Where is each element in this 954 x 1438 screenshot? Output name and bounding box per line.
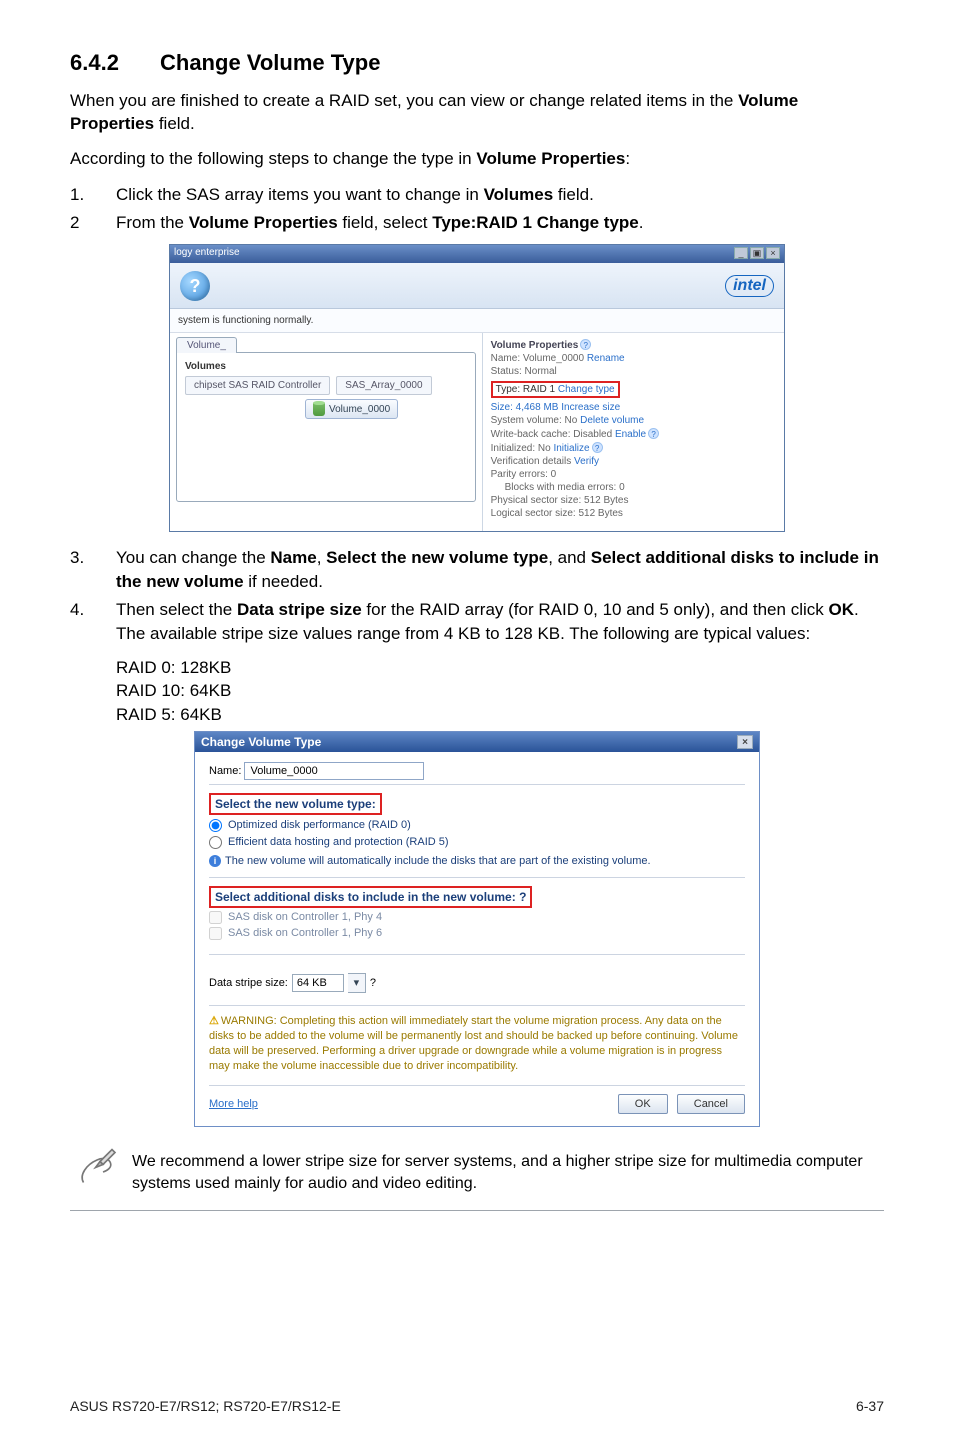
intro-para-2: According to the following steps to chan…: [70, 148, 884, 171]
volume-icon: [313, 402, 325, 416]
intel-logo: intel: [725, 275, 774, 297]
select-type-title: Select the new volume type:: [215, 797, 376, 811]
help-badge-icon[interactable]: ?: [648, 428, 659, 439]
stripe-dropdown-icon[interactable]: ▾: [348, 973, 366, 993]
help-badge-icon[interactable]: ?: [370, 977, 376, 989]
controller-label: chipset SAS RAID Controller: [185, 376, 330, 395]
help-badge-icon[interactable]: ?: [592, 442, 603, 453]
rename-link[interactable]: Rename: [587, 353, 625, 364]
vp-log: Logical sector size: 512 Bytes: [491, 508, 776, 519]
step-1: 1. Click the SAS array items you want to…: [70, 183, 884, 207]
enable-link[interactable]: Enable: [615, 429, 646, 440]
note-text: We recommend a lower stripe size for ser…: [132, 1145, 884, 1194]
note-row: We recommend a lower stripe size for ser…: [70, 1145, 884, 1211]
vp-phys: Physical sector size: 512 Bytes: [491, 495, 776, 506]
cancel-button[interactable]: Cancel: [677, 1094, 745, 1114]
info-icon: i: [209, 855, 221, 867]
note-pencil-icon: [70, 1145, 118, 1198]
stripe-size-input[interactable]: [292, 974, 344, 992]
info-text: iThe new volume will automatically inclu…: [209, 855, 745, 867]
disk-phy4-checkbox[interactable]: [209, 911, 222, 924]
vp-name: Name: Volume_0000 Rename: [491, 353, 776, 364]
select-volume-type-highlight: Select the new volume type:: [209, 793, 382, 815]
volume-button[interactable]: Volume_0000: [305, 399, 398, 419]
raid5-radio[interactable]: [209, 836, 222, 849]
help-icon[interactable]: ?: [180, 271, 210, 301]
window-title: logy enterprise: [174, 247, 240, 261]
disk-phy6-checkbox[interactable]: [209, 927, 222, 940]
vp-type-highlight: Type: RAID 1 Change type: [491, 381, 620, 398]
warning-icon: ⚠: [209, 1015, 219, 1027]
disk-phy6-row[interactable]: SAS disk on Controller 1, Phy 6: [209, 927, 745, 940]
increase-size-link[interactable]: Increase size: [561, 402, 620, 413]
dialog-close-icon[interactable]: ×: [737, 735, 753, 749]
volumes-header: Volumes: [185, 361, 467, 372]
volume-name-input[interactable]: [244, 762, 424, 780]
warning-text: ⚠WARNING: Completing this action will im…: [209, 1014, 745, 1073]
raid5-option[interactable]: Efficient data hosting and protection (R…: [209, 836, 745, 849]
vp-blocks: Blocks with media errors: 0: [491, 482, 776, 493]
stripe-size-label: Data stripe size:: [209, 977, 288, 989]
dialog-title: Change Volume Type: [201, 735, 321, 749]
verify-link[interactable]: Verify: [574, 456, 599, 467]
name-label: Name:: [209, 765, 241, 777]
vp-title: Volume Properties: [491, 340, 579, 351]
footer-left: ASUS RS720-E7/RS12; RS720-E7/RS12-E: [70, 1398, 341, 1414]
raid0-option[interactable]: Optimized disk performance (RAID 0): [209, 819, 745, 832]
close-icon[interactable]: ×: [766, 247, 780, 259]
vp-verify: Verification details Verify: [491, 456, 776, 467]
screenshot-volume-properties: logy enterprise _ ▣ × ? intel system is …: [169, 244, 785, 532]
raid5-line: RAID 5: 64KB: [116, 703, 884, 727]
intro-para-1: When you are finished to create a RAID s…: [70, 90, 884, 136]
vp-size: Size: 4,468 MB Increase size: [491, 402, 776, 413]
vp-writeback: Write-back cache: Disabled Enable?: [491, 428, 776, 440]
delete-volume-link[interactable]: Delete volume: [580, 415, 644, 426]
status-text: system is functioning normally.: [170, 309, 784, 333]
raid10-line: RAID 10: 64KB: [116, 679, 884, 703]
screenshot-change-volume-dialog: Change Volume Type × Name: Select the ne…: [194, 731, 760, 1127]
minimize-icon[interactable]: _: [734, 247, 748, 259]
footer-right: 6-37: [856, 1398, 884, 1414]
vp-status: Status: Normal: [491, 366, 776, 377]
vp-init: Initialized: No Initialize?: [491, 442, 776, 454]
raid0-line: RAID 0: 128KB: [116, 656, 884, 680]
initialize-link[interactable]: Initialize: [553, 443, 589, 454]
help-badge-icon[interactable]: ?: [580, 339, 591, 350]
section-number: 6.4.2: [70, 50, 160, 76]
vp-sysvol: System volume: No Delete volume: [491, 415, 776, 426]
vp-parity: Parity errors: 0: [491, 469, 776, 480]
select-disks-title: Select additional disks to include in th…: [215, 890, 526, 904]
section-title: Change Volume Type: [160, 50, 380, 75]
help-badge-icon[interactable]: ?: [519, 890, 526, 904]
step-3: 3. You can change the Name, Select the n…: [70, 546, 884, 594]
step-4: 4. Then select the Data stripe size for …: [70, 598, 884, 646]
raid0-radio[interactable]: [209, 819, 222, 832]
maximize-icon[interactable]: ▣: [750, 247, 764, 259]
more-help-link[interactable]: More help: [209, 1098, 258, 1110]
disk-phy4-row[interactable]: SAS disk on Controller 1, Phy 4: [209, 911, 745, 924]
volume-tab[interactable]: Volume_: [176, 337, 237, 353]
section-heading: 6.4.2Change Volume Type: [70, 50, 884, 76]
change-type-link[interactable]: Change type: [558, 384, 615, 395]
step-2: 2 From the Volume Properties field, sele…: [70, 211, 884, 235]
sas-array-label[interactable]: SAS_Array_0000: [336, 376, 431, 395]
ok-button[interactable]: OK: [618, 1094, 668, 1114]
select-additional-disks-highlight: Select additional disks to include in th…: [209, 886, 532, 908]
